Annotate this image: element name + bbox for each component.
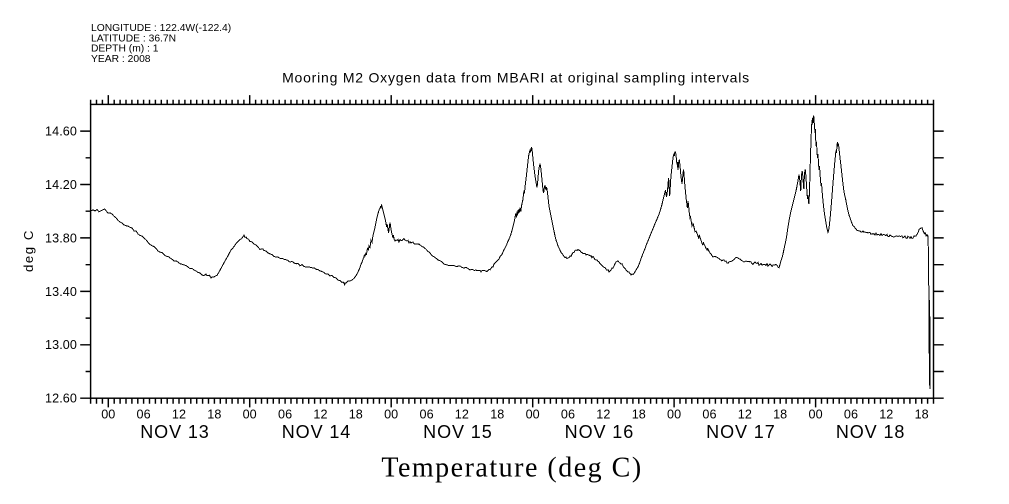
svg-text:12: 12 — [738, 408, 752, 422]
svg-text:NOV 17: NOV 17 — [706, 422, 775, 442]
svg-text:00: 00 — [243, 408, 257, 422]
svg-text:12: 12 — [172, 408, 186, 422]
svg-text:00: 00 — [667, 408, 681, 422]
svg-text:12.60: 12.60 — [45, 392, 77, 406]
svg-text:12: 12 — [879, 408, 893, 422]
svg-text:NOV 16: NOV 16 — [565, 422, 634, 442]
svg-text:12: 12 — [596, 408, 610, 422]
svg-text:Mooring M2 Oxygen data from MB: Mooring M2 Oxygen data from MBARI at ori… — [282, 70, 750, 86]
svg-text:deg C: deg C — [21, 229, 36, 272]
svg-text:NOV 14: NOV 14 — [282, 422, 351, 442]
svg-text:14.20: 14.20 — [45, 178, 77, 192]
svg-text:06: 06 — [561, 408, 575, 422]
svg-text:Temperature (deg C): Temperature (deg C) — [381, 453, 642, 484]
svg-text:00: 00 — [526, 408, 540, 422]
svg-text:NOV 15: NOV 15 — [423, 422, 492, 442]
svg-text:06: 06 — [419, 408, 433, 422]
svg-text:00: 00 — [101, 408, 115, 422]
svg-text:NOV 18: NOV 18 — [836, 422, 905, 442]
svg-text:18: 18 — [915, 408, 929, 422]
svg-text:06: 06 — [844, 408, 858, 422]
svg-text:00: 00 — [808, 408, 822, 422]
svg-text:06: 06 — [278, 408, 292, 422]
svg-text:YEAR : 2008: YEAR : 2008 — [91, 54, 151, 65]
svg-text:LATITUDE : 36.7N: LATITUDE : 36.7N — [91, 33, 176, 44]
svg-text:LONGITUDE : 122.4W(-122.4): LONGITUDE : 122.4W(-122.4) — [91, 23, 231, 34]
svg-text:18: 18 — [207, 408, 221, 422]
svg-text:18: 18 — [773, 408, 787, 422]
svg-text:13.80: 13.80 — [45, 231, 77, 245]
svg-text:06: 06 — [702, 408, 716, 422]
svg-text:00: 00 — [384, 408, 398, 422]
svg-text:NOV 13: NOV 13 — [140, 422, 209, 442]
svg-text:12: 12 — [313, 408, 327, 422]
svg-text:DEPTH (m) : 1: DEPTH (m) : 1 — [91, 44, 159, 55]
svg-text:13.00: 13.00 — [45, 338, 77, 352]
svg-text:18: 18 — [490, 408, 504, 422]
svg-text:13.40: 13.40 — [45, 285, 77, 299]
svg-text:12: 12 — [455, 408, 469, 422]
svg-text:18: 18 — [349, 408, 363, 422]
svg-text:06: 06 — [136, 408, 150, 422]
svg-text:14.60: 14.60 — [45, 125, 77, 139]
svg-text:18: 18 — [632, 408, 646, 422]
